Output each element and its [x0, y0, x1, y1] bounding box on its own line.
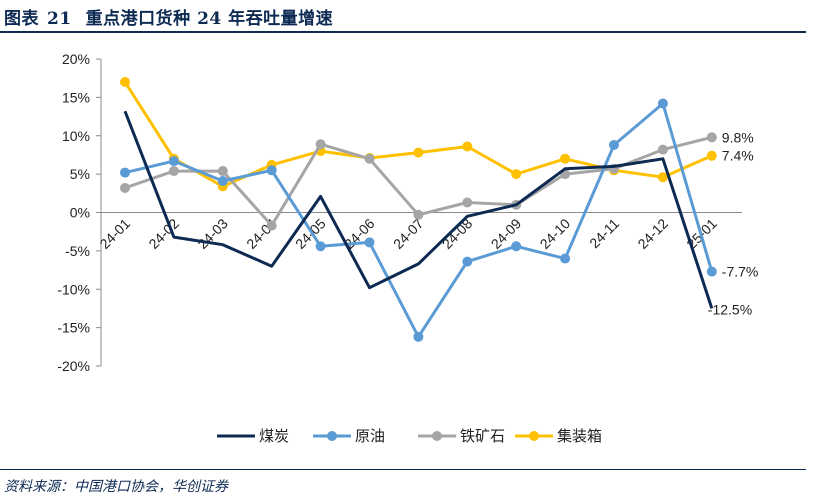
- data-point: [217, 166, 228, 177]
- data-point: [168, 166, 179, 177]
- legend-item: 集装箱: [515, 427, 602, 445]
- series-line: [123, 110, 714, 309]
- data-point: [706, 132, 717, 143]
- data-point: [120, 77, 130, 88]
- chart-title: 图表 21 重点港口货种 24 年吞吐量增速: [4, 4, 333, 29]
- y-tick-label: -10%: [57, 281, 90, 297]
- data-point: [413, 331, 424, 342]
- legend-item: 煤炭: [217, 427, 289, 445]
- x-tick-label: 24-12: [634, 215, 671, 252]
- y-tick-label: 0%: [70, 205, 90, 221]
- y-tick-label: 5%: [70, 166, 90, 182]
- data-point: [657, 144, 668, 155]
- figure-label: 图表: [4, 9, 39, 29]
- y-tick-label: 15%: [62, 89, 90, 105]
- legend-swatch-marker: [432, 431, 442, 441]
- y-tick-label: 20%: [62, 51, 90, 67]
- figure-number: 21: [47, 9, 72, 29]
- x-tick-label: 24-10: [537, 215, 574, 252]
- data-point: [511, 241, 522, 252]
- data-point: [706, 266, 717, 277]
- data-point: [560, 253, 571, 264]
- chart-axes: 20% 15% 10% 5% 0% -5% -10% -15% -20% 24-01 24-02 24…: [57, 51, 742, 374]
- legend-item: 原油: [313, 427, 385, 445]
- legend-swatch-marker: [327, 431, 337, 441]
- series-3: [120, 132, 717, 231]
- y-tick-label: -5%: [65, 243, 90, 259]
- data-point: [560, 153, 571, 164]
- data-point: [168, 156, 179, 167]
- top-rule: [0, 31, 806, 33]
- data-point: [657, 172, 668, 183]
- data-point: [364, 237, 375, 248]
- legend-swatch-marker: [529, 431, 539, 441]
- end-value-label: 9.8%: [722, 129, 754, 145]
- legend-label: 铁矿石: [460, 427, 505, 445]
- data-point: [413, 209, 424, 220]
- data-point: [462, 256, 473, 267]
- end-value-label: -7.7%: [722, 264, 759, 280]
- x-tick-label: 24-07: [390, 215, 427, 252]
- legend-label: 煤炭: [259, 427, 289, 445]
- data-point: [266, 220, 277, 231]
- data-point: [266, 165, 277, 176]
- series-2: [120, 98, 717, 342]
- data-point: [217, 176, 228, 187]
- chart-legend: 煤炭 原油 铁矿石 集装箱: [217, 427, 602, 445]
- series-layer: [120, 77, 717, 342]
- y-tick-label: 10%: [62, 128, 90, 144]
- data-point: [462, 197, 473, 208]
- legend-item: 铁矿石: [418, 427, 505, 445]
- data-point: [609, 139, 619, 150]
- data-point: [413, 147, 424, 158]
- end-value-label: -12.5%: [708, 301, 752, 317]
- legend-label: 原油: [355, 427, 385, 445]
- data-point: [462, 141, 473, 152]
- data-point: [364, 153, 375, 164]
- data-point: [706, 150, 717, 161]
- y-tick-label: -15%: [57, 320, 90, 336]
- source-note: 资料来源：中国港口协会，华创证券: [4, 479, 228, 495]
- figure-title: 重点港口货种 24 年吞吐量增速: [85, 9, 334, 29]
- data-point: [120, 182, 130, 193]
- data-point: [657, 98, 668, 109]
- x-tick-label: 24-02: [145, 215, 182, 252]
- end-labels: -12.5% -7.7% 9.8% 7.4%: [708, 129, 759, 317]
- data-point: [120, 167, 130, 178]
- bottom-rule: [0, 469, 806, 470]
- x-tick-label: 24-11: [586, 215, 622, 251]
- data-point: [511, 169, 522, 180]
- data-point: [315, 139, 326, 150]
- y-tick-label: -20%: [57, 358, 90, 374]
- legend-label: 集装箱: [557, 427, 602, 445]
- x-tick-label: 24-08: [439, 215, 476, 252]
- series-1: [123, 110, 714, 309]
- data-point: [315, 241, 326, 252]
- end-value-label: 7.4%: [722, 148, 754, 164]
- x-tick-label: 24-01: [96, 215, 133, 252]
